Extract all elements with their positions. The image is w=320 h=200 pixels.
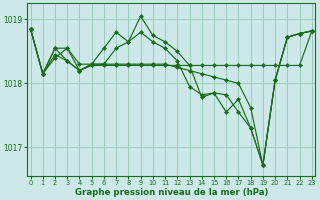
X-axis label: Graphe pression niveau de la mer (hPa): Graphe pression niveau de la mer (hPa)	[75, 188, 268, 197]
